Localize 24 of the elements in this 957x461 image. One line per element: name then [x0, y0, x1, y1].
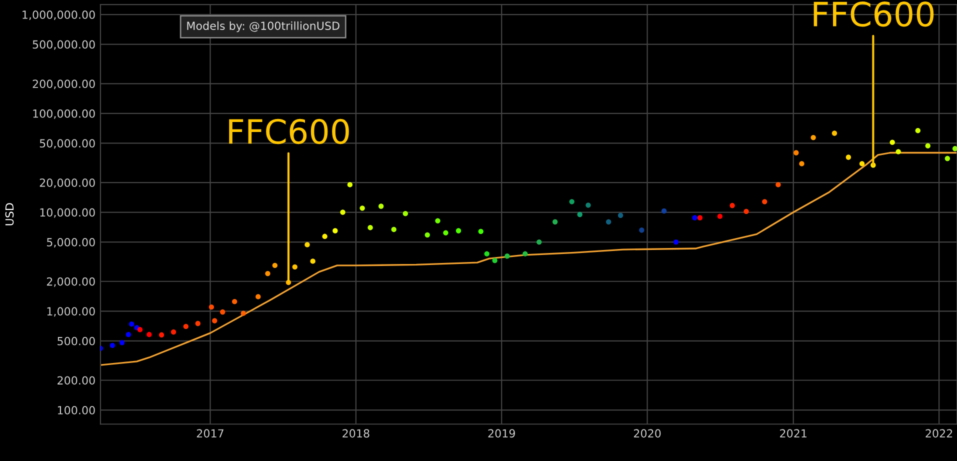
- y-tick-label: 50,000.00: [40, 139, 95, 149]
- annotation: FFC600: [814, 1, 934, 27]
- y-tick-label: 2,000.00: [46, 277, 95, 287]
- x-tick-label: 2021: [780, 429, 806, 438]
- y-tick-label: 200,000.00: [32, 80, 95, 90]
- y-tick-label: 1,000.00: [47, 307, 95, 317]
- annotation: Models by: @100trillionUSD: [187, 21, 340, 32]
- x-tick-label: 2017: [196, 429, 224, 438]
- x-tick-label: 2019: [488, 429, 515, 438]
- y-tick-label: 100,000.00: [33, 109, 95, 119]
- annotation: FFC600: [229, 118, 349, 144]
- y-axis-title: USD: [5, 203, 14, 226]
- y-tick-label: 5,000.00: [47, 238, 95, 248]
- x-tick-label: 2020: [634, 429, 661, 438]
- y-tick-label: 500.00: [58, 336, 95, 346]
- x-tick-label: 2022: [926, 429, 952, 438]
- y-tick-label: 1,000,000.00: [22, 10, 95, 20]
- x-tick-label: 2018: [342, 429, 370, 438]
- y-tick-label: 500,000.00: [32, 40, 95, 50]
- y-tick-label: 20,000.00: [40, 178, 95, 188]
- line-series: [100, 152, 957, 366]
- y-tick-label: 200.00: [58, 376, 95, 385]
- y-tick-label: 10,000.00: [40, 208, 95, 218]
- y-tick-label: 100.00: [58, 406, 95, 414]
